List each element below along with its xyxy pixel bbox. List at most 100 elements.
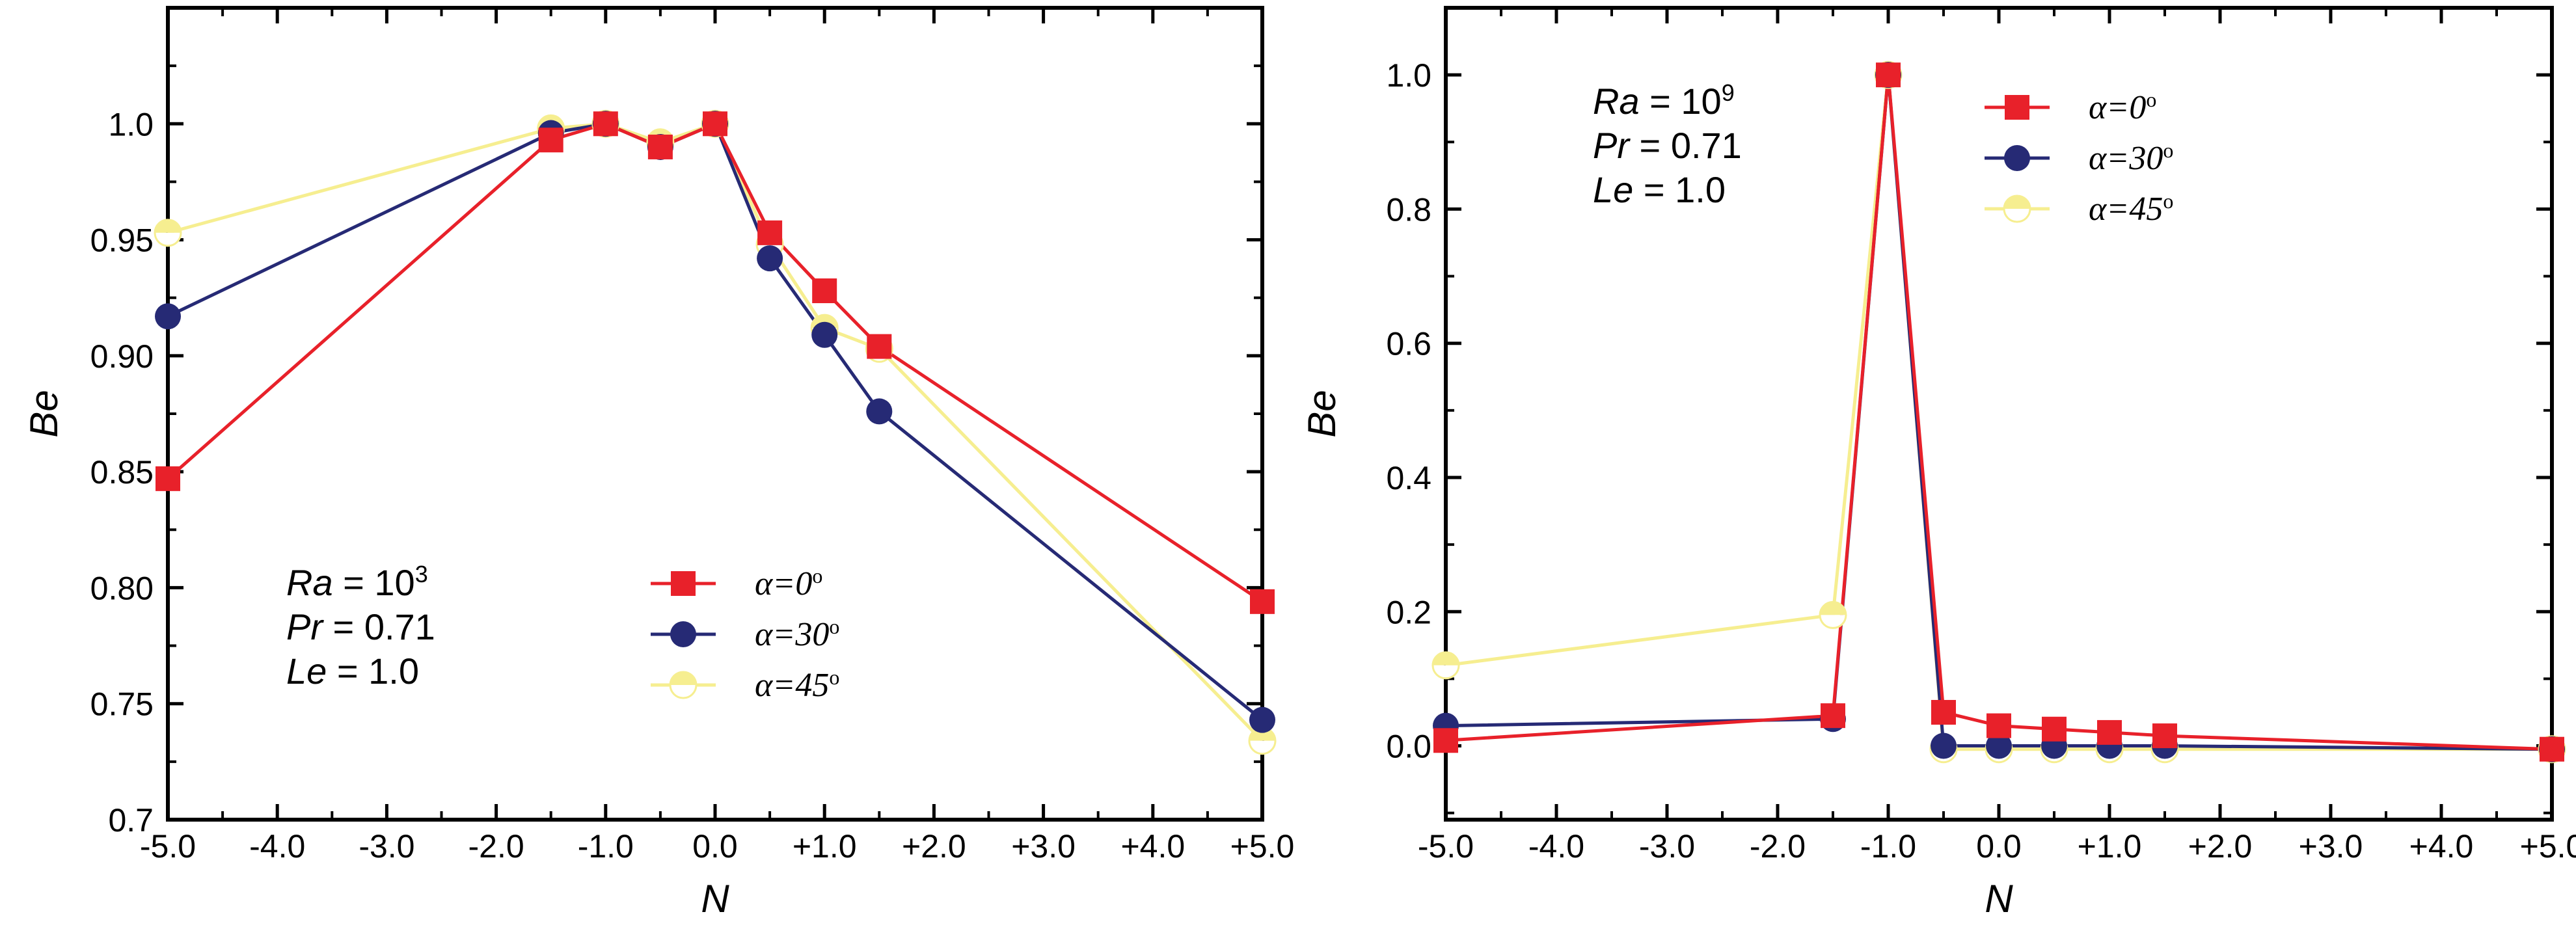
data-point [1433, 728, 1458, 753]
x-axis-title: N [701, 877, 729, 920]
x-tick-label: +2.0 [2188, 828, 2253, 865]
data-point [2540, 736, 2564, 762]
legend-marker-top-half [2004, 196, 2030, 209]
left-chart-panel: -5.0 -4.0 -3.0 -2.0 -1.0 0.0 +1.0 +2.0 +3.0 +4.0 +… [22, 6, 1295, 920]
x-tick-label: +4.0 [1120, 828, 1185, 865]
data-point [757, 245, 783, 272]
legend-degree-mark: o [2146, 88, 2156, 111]
x-tick-label: -5.0 [140, 828, 196, 865]
x-tick-label: -2.0 [1750, 828, 1806, 865]
data-point [811, 321, 838, 348]
data-point [1819, 600, 1847, 629]
data-point-top-half [1433, 652, 1459, 665]
y-tick-label: 0.4 [1386, 460, 1431, 496]
x-tick-label: +5.0 [1230, 828, 1295, 865]
data-point [757, 220, 783, 245]
right-chart-panel: -5.0 -4.0 -3.0 -2.0 -1.0 0.0 +1.0 +2.0 +3.0 +4.0 +… [1300, 6, 2576, 920]
data-point-bottom-half [1433, 665, 1459, 678]
y-tick-label: 0.0 [1386, 729, 1431, 765]
parameter-annotation: Ra = 109 [1593, 79, 1735, 122]
data-point [867, 334, 892, 359]
y-tick-label: 1.0 [108, 106, 154, 142]
legend-marker [670, 621, 696, 647]
legend-marker-outline [2003, 195, 2031, 223]
series-line [167, 122, 1264, 742]
x-tick-label: -4.0 [1528, 828, 1584, 865]
data-point-bottom-half [1820, 615, 1846, 628]
parameter-symbol: Ra [286, 562, 333, 603]
legend-label: α=45o [2089, 189, 2173, 228]
data-point [2042, 716, 2067, 742]
x-tick-label: -4.0 [249, 828, 305, 865]
legend-label: α=0o [755, 564, 822, 602]
legend-marker [669, 671, 698, 699]
y-tick-label: 0.90 [90, 338, 154, 375]
x-tick-label: +5.0 [2520, 828, 2576, 865]
y-tick-label: 0.75 [90, 686, 154, 723]
legend-marker [2004, 145, 2030, 171]
parameter-annotation: Le = 1.0 [286, 651, 419, 692]
legend-degree-mark: o [829, 615, 839, 638]
x-tick-label: 0.0 [1976, 828, 2022, 865]
legend-degree-mark: o [829, 665, 839, 689]
legend-label-text: α=30 [2089, 140, 2163, 177]
data-point [703, 111, 727, 137]
data-point [812, 278, 837, 304]
parameter-value: = 1.0 [1633, 169, 1726, 210]
legend-marker-outline [669, 671, 698, 699]
data-point-outline [1431, 651, 1460, 680]
legend-degree-mark: o [812, 564, 822, 587]
x-axis-title: N [1985, 877, 2013, 920]
x-tick-label: -3.0 [1639, 828, 1695, 865]
legend-marker [2005, 95, 2029, 120]
data-point [1986, 732, 2012, 759]
parameter-value: = 10 [333, 562, 415, 603]
data-point [1931, 732, 1957, 759]
parameter-exponent: 9 [1722, 79, 1735, 106]
data-point [1931, 699, 1956, 725]
legend-label: α=30o [2089, 139, 2173, 177]
data-point-bottom-half [1249, 740, 1275, 754]
legend-label: α=0o [2089, 88, 2156, 126]
legend-label-text: α=0 [2089, 89, 2146, 126]
x-tick-label: +3.0 [1011, 828, 1076, 865]
data-point [866, 398, 893, 425]
y-tick-label: 0.80 [90, 570, 154, 606]
x-tick-label: +4.0 [2409, 828, 2474, 865]
data-point [1821, 703, 1845, 729]
data-point [1431, 651, 1460, 680]
data-point-bottom-half [155, 232, 181, 246]
parameter-symbol: Pr [1593, 125, 1631, 166]
data-point [156, 466, 180, 491]
x-tick-label: +2.0 [902, 828, 966, 865]
data-point-top-half [1820, 602, 1846, 615]
legend-marker [2003, 195, 2031, 223]
data-point [1249, 706, 1275, 733]
y-tick-label: 0.85 [90, 454, 154, 490]
parameter-annotation: Pr = 0.71 [1593, 125, 1742, 166]
x-tick-label: -3.0 [359, 828, 414, 865]
parameter-value: = 0.71 [323, 606, 435, 647]
data-point [154, 219, 182, 247]
data-point-outline [154, 219, 182, 247]
x-tick-label: -1.0 [1860, 828, 1916, 865]
parameter-symbol: Le [286, 651, 327, 692]
legend-label: α=45o [755, 665, 839, 704]
legend-marker [671, 571, 696, 596]
legend-label-text: α=45 [755, 667, 829, 704]
legend-label-text: α=0 [755, 565, 812, 602]
data-point [1250, 589, 1275, 614]
x-tick-label: -2.0 [468, 828, 524, 865]
legend-marker-top-half [670, 672, 696, 685]
legend-label-text: α=45 [2089, 191, 2163, 228]
parameter-symbol: Pr [286, 606, 324, 647]
legend-label-text: α=30 [755, 616, 829, 653]
x-tick-label: +1.0 [793, 828, 857, 865]
data-point [2152, 723, 2177, 749]
data-point [538, 128, 563, 153]
x-tick-label: +1.0 [2078, 828, 2142, 865]
data-point [2097, 719, 2122, 745]
y-tick-label: 1.0 [1386, 57, 1431, 94]
y-axis-title: Be [1300, 390, 1344, 437]
